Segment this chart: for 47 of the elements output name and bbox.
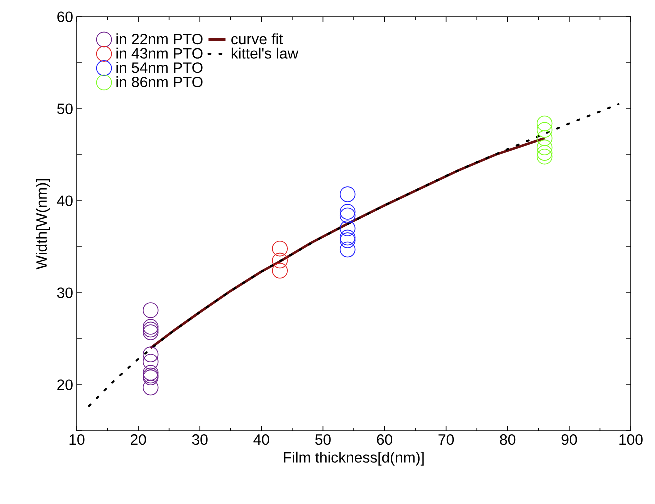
- x-tick-label: 20: [130, 434, 146, 446]
- point: [142, 324, 159, 340]
- y-tick-label: 50: [57, 104, 73, 114]
- point: [340, 208, 356, 224]
- point: [536, 130, 553, 146]
- x-tick-label: 50: [316, 434, 331, 446]
- point: [142, 365, 159, 381]
- point: [272, 263, 288, 279]
- point: [536, 122, 553, 138]
- x-tick-label: 10: [70, 434, 85, 446]
- point: [536, 140, 553, 156]
- point: [340, 242, 356, 258]
- x-axis-title: Film thickness[d(nm)]: [284, 452, 424, 466]
- x-tick-label: 40: [254, 434, 270, 446]
- point: [536, 145, 553, 162]
- point: [142, 354, 159, 370]
- x-tick-label: 100: [620, 434, 643, 446]
- point: [142, 380, 159, 396]
- point: [340, 204, 356, 220]
- point: [142, 322, 159, 338]
- y-tick-label: 20: [58, 380, 73, 390]
- legend-label: curve fit: [232, 34, 284, 45]
- legend-label: in 22nm PTO: [116, 34, 203, 45]
- legend-label: in 43nm PTO: [116, 48, 203, 59]
- point: [142, 302, 159, 318]
- point: [536, 116, 553, 132]
- point: [142, 319, 159, 335]
- y-axis-title: Width[W(nm)]: [36, 179, 50, 270]
- point: [340, 230, 356, 246]
- point: [272, 240, 288, 257]
- x-tick-label: 80: [500, 434, 516, 446]
- legend-label: in 86nm PTO: [116, 76, 203, 88]
- point: [340, 186, 356, 202]
- x-tick-label: 90: [562, 434, 578, 446]
- y-tick-label: 40: [57, 196, 73, 206]
- x-tick-label: 60: [377, 434, 392, 446]
- y-tick-label: 30: [57, 288, 73, 298]
- point: [142, 346, 159, 363]
- point: [272, 252, 288, 269]
- legend-label: in 54nm PTO: [116, 62, 203, 74]
- point: [536, 148, 553, 165]
- point: [340, 232, 356, 248]
- legend-label: kittel's law: [232, 48, 299, 59]
- x-tick-label: 30: [192, 434, 208, 446]
- x-tick-label: 70: [438, 434, 454, 446]
- point: [340, 220, 356, 236]
- y-tick-label: 60: [58, 12, 73, 22]
